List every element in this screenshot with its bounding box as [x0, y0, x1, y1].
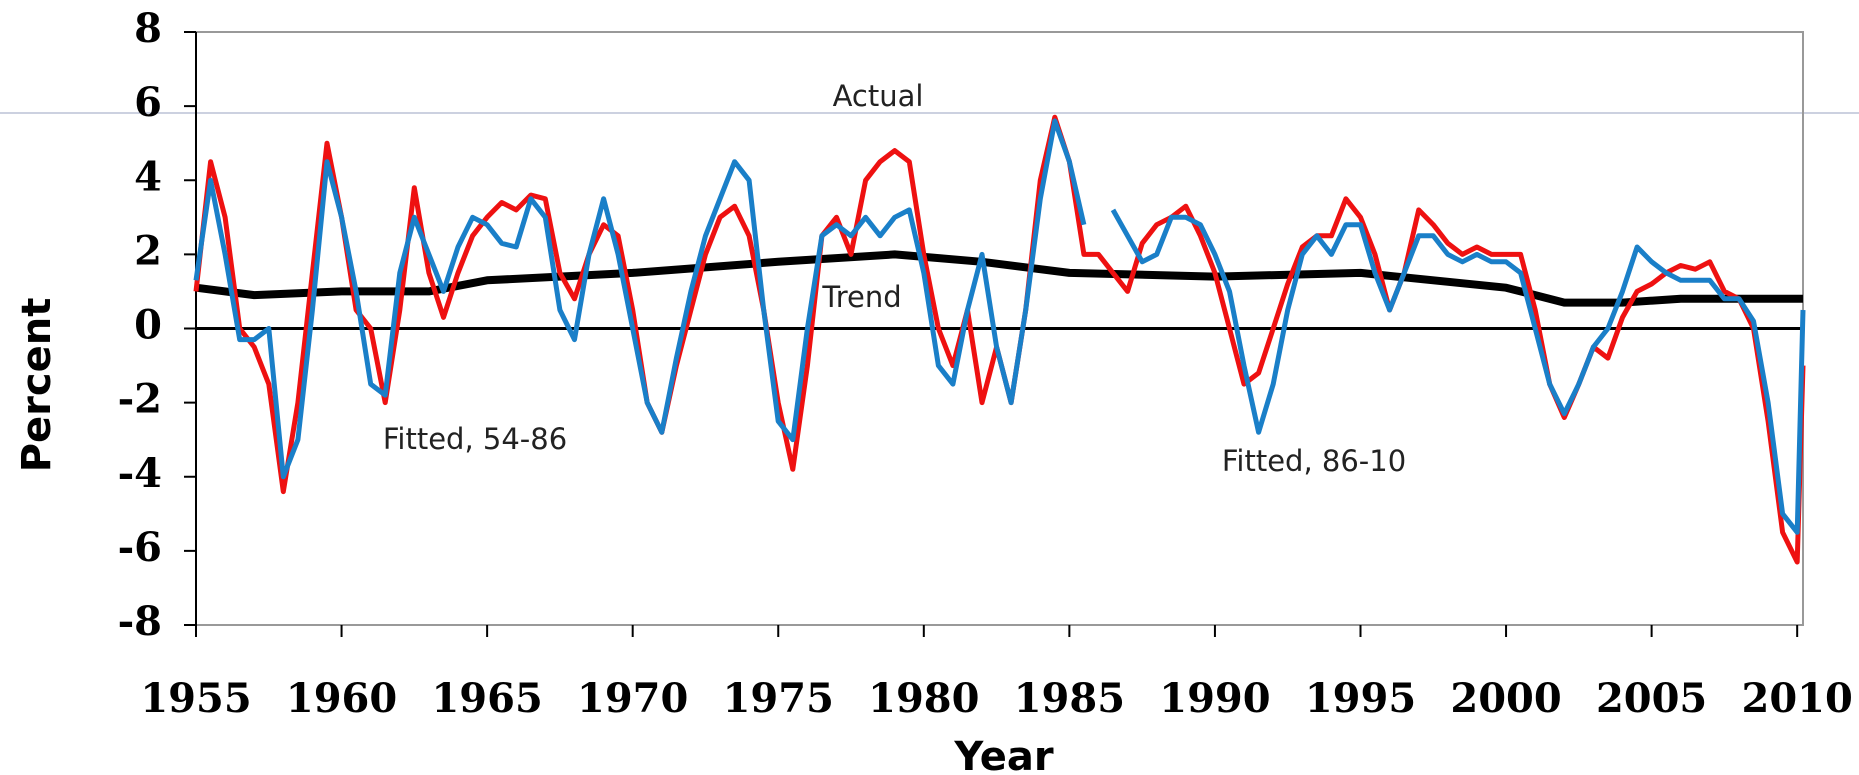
annotation: Trend — [821, 280, 901, 314]
x-tick-label: 1965 — [431, 675, 542, 722]
y-tick-label: -8 — [118, 598, 162, 645]
x-tick-label: 1955 — [140, 675, 251, 722]
x-tick-label: 1980 — [868, 675, 979, 722]
x-tick-label: 1970 — [577, 675, 688, 722]
annotation: Actual — [833, 79, 924, 113]
x-tick-label: 1990 — [1159, 675, 1270, 722]
x-tick-label: 1985 — [1014, 675, 1125, 722]
y-tick-label: 4 — [134, 153, 162, 200]
x-tick-label: 2010 — [1742, 675, 1853, 722]
x-tick-label: 2000 — [1450, 675, 1561, 722]
x-tick-label: 1995 — [1305, 675, 1416, 722]
y-tick-label: -2 — [118, 376, 162, 423]
y-tick-label: -4 — [118, 450, 162, 497]
y-tick-label: 8 — [134, 5, 162, 52]
x-axis-title: Year — [953, 734, 1053, 775]
x-tick-label: 1960 — [286, 675, 397, 722]
x-tick-label: 1975 — [723, 675, 834, 722]
y-axis-title: Percent — [14, 298, 60, 473]
y-tick-label: 6 — [134, 79, 162, 126]
y-tick-label: 0 — [134, 302, 162, 349]
y-tick-label: 2 — [134, 227, 162, 274]
annotation: Fitted, 54-86 — [383, 422, 567, 456]
x-tick-label: 2005 — [1596, 675, 1707, 722]
annotation: Fitted, 86-10 — [1222, 444, 1406, 478]
fitted-line — [193, 118, 1806, 535]
y-tick-label: -6 — [118, 524, 162, 571]
